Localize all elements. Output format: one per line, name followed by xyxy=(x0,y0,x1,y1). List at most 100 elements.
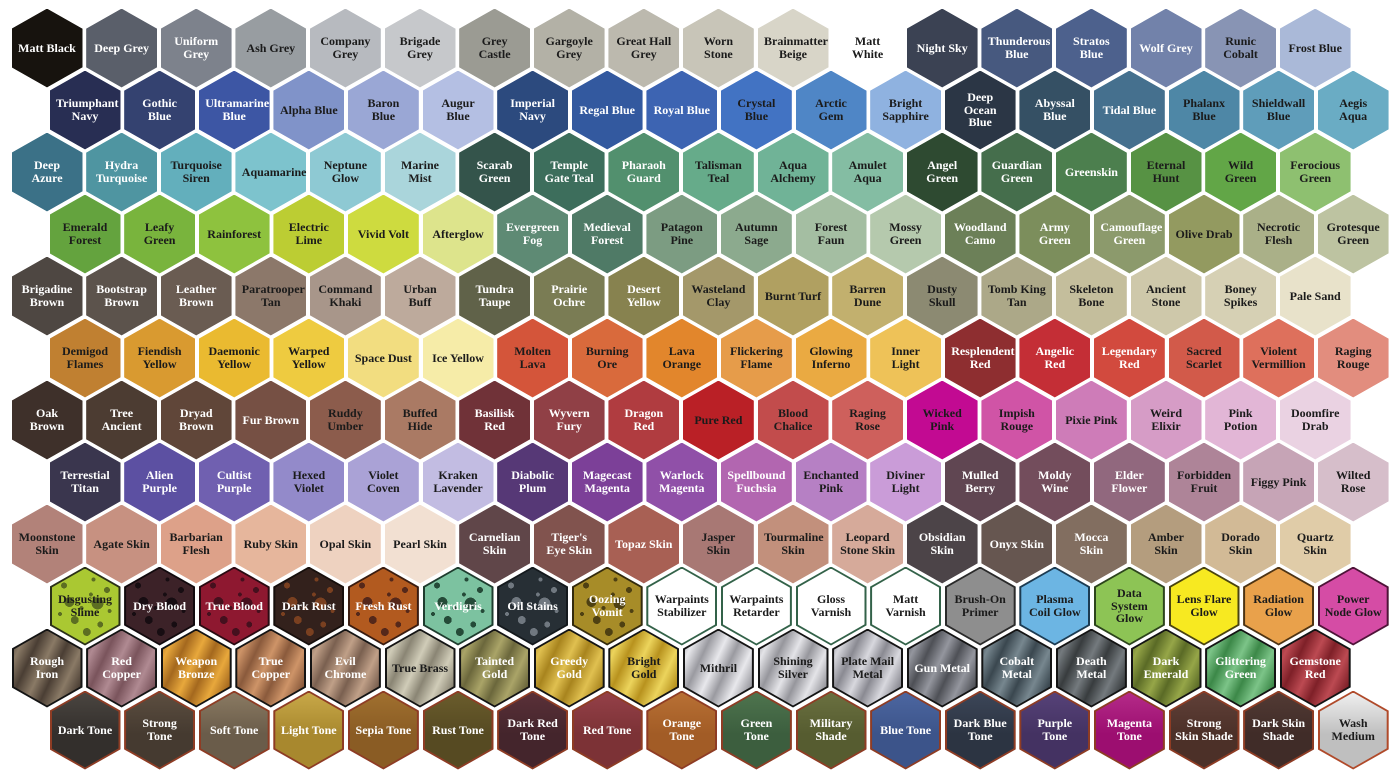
swatch-label: Tainted Gold xyxy=(475,654,515,681)
swatch-label: Ruddy Umber xyxy=(327,406,364,433)
swatch-necrotic-flesh: Necrotic Flesh xyxy=(1243,194,1315,274)
swatch-label: Ferocious Green xyxy=(1290,158,1341,185)
swatch-dark-blue-tone: Dark Blue Tone xyxy=(944,690,1016,770)
swatch-label: Doomfire Drab xyxy=(1290,406,1340,433)
swatch-pure-red: Pure Red xyxy=(682,380,754,460)
swatch-army-green: Army Green xyxy=(1019,194,1091,274)
swatch-molten-lava: Molten Lava xyxy=(497,318,569,398)
swatch-demigod-flames: Demigod Flames xyxy=(49,318,121,398)
swatch-ultramarine-blue: Ultramarine Blue xyxy=(198,70,270,150)
swatch-company-grey: Company Grey xyxy=(309,8,381,88)
swatch-label: Evergreen Fog xyxy=(506,220,560,247)
swatch-royal-blue: Royal Blue xyxy=(646,70,718,150)
swatch-inner-light: Inner Light xyxy=(870,318,942,398)
swatch-label: Aqua Alchemy xyxy=(770,158,816,185)
swatch-label: Ice Yellow xyxy=(432,350,484,365)
swatch-label: Mithril xyxy=(699,660,738,675)
swatch-label: Bright Sapphire xyxy=(882,96,929,123)
swatch-vivid-volt: Vivid Volt xyxy=(347,194,419,274)
swatch-burning-ore: Burning Ore xyxy=(571,318,643,398)
swatch-label: Basilisk Red xyxy=(474,406,515,433)
swatch-label: Worn Stone xyxy=(703,34,734,61)
swatch-label: Barbarian Flesh xyxy=(169,530,223,557)
swatch-label: Pixie Pink xyxy=(1065,412,1118,427)
swatch-label: Wyvern Fury xyxy=(548,406,590,433)
swatch-imperial-navy: Imperial Navy xyxy=(497,70,569,150)
swatch-label: Desert Yellow xyxy=(626,282,661,309)
swatch-desert-yellow: Desert Yellow xyxy=(608,256,680,336)
swatch-label: Glittering Green xyxy=(1215,654,1266,681)
swatch-wilted-rose: Wilted Rose xyxy=(1317,442,1389,522)
swatch-label: Brainmatter Beige xyxy=(764,34,828,61)
swatch-label: Blue Tone xyxy=(880,722,932,737)
swatch-grey-castle: Grey Castle xyxy=(459,8,531,88)
swatch-label: Burning Ore xyxy=(585,344,629,371)
swatch-green-tone: Green Tone xyxy=(720,690,792,770)
swatch-marine-mist: Marine Mist xyxy=(384,132,456,212)
swatch-olive-drab: Olive Drab xyxy=(1168,194,1240,274)
swatch-label: Ultramarine Blue xyxy=(205,96,270,123)
swatch-bootstrap-brown: Bootstrap Brown xyxy=(86,256,158,336)
swatch-label: Gemstone Red xyxy=(1289,654,1341,681)
swatch-label: Great Hall Grey xyxy=(616,34,672,61)
swatch-label: Demigod Flames xyxy=(62,344,108,371)
swatch-mulled-berry: Mulled Berry xyxy=(944,442,1016,522)
swatch-hydra-turquoise: Hydra Turquoise xyxy=(86,132,158,212)
swatch-label: Scarab Green xyxy=(476,158,513,185)
swatch-label: Lens Flare Glow xyxy=(1176,592,1232,619)
swatch-label: Tiger's Eye Skin xyxy=(546,530,593,557)
swatch-label: Rust Tone xyxy=(432,722,484,737)
swatch-lava-orange: Lava Orange xyxy=(646,318,718,398)
swatch-label: Ancient Stone xyxy=(1146,282,1186,309)
swatch-legendary-red: Legendary Red xyxy=(1093,318,1165,398)
swatch-label: Mulled Berry xyxy=(961,468,999,495)
swatch-label: Brigadine Brown xyxy=(21,282,73,309)
swatch-leafy-green: Leafy Green xyxy=(124,194,196,274)
swatch-label: Amulet Aqua xyxy=(848,158,887,185)
swatch-label: Red Tone xyxy=(583,722,632,737)
swatch-frost-blue: Frost Blue xyxy=(1279,8,1351,88)
swatch-rainforest: Rainforest xyxy=(198,194,270,274)
swatch-arctic-gem: Arctic Gem xyxy=(795,70,867,150)
swatch-label: Daemonic Yellow xyxy=(208,344,260,371)
swatch-patagon-pine: Patagon Pine xyxy=(646,194,718,274)
swatch-label: Dark Blue Tone xyxy=(953,716,1007,743)
swatch-grotesque-green: Grotesque Green xyxy=(1317,194,1389,274)
swatch-agate-skin: Agate Skin xyxy=(86,504,158,584)
swatch-resplendent-red: Resplendent Red xyxy=(944,318,1016,398)
swatch-deep-azure: Deep Azure xyxy=(11,132,83,212)
swatch-spellbound-fuchsia: Spellbound Fuchsia xyxy=(720,442,792,522)
swatch-fiendish-yellow: Fiendish Yellow xyxy=(124,318,196,398)
swatch-leopard-stone-skin: Leopard Stone Skin xyxy=(832,504,904,584)
swatch-label: Death Metal xyxy=(1076,654,1107,681)
swatch-oil-stains: Oil Stains xyxy=(497,566,569,646)
swatch-label: Army Green xyxy=(1038,220,1071,247)
swatch-boney-spikes: Boney Spikes xyxy=(1205,256,1277,336)
swatch-deep-grey: Deep Grey xyxy=(86,8,158,88)
swatch-label: Pearl Skin xyxy=(393,536,447,551)
swatch-label: Dark Rust xyxy=(281,598,336,613)
swatch-label: Barren Dune xyxy=(849,282,886,309)
swatch-label: Wilted Rose xyxy=(1335,468,1371,495)
swatch-magecast-magenta: Magecast Magenta xyxy=(571,442,643,522)
swatch-label: Pale Sand xyxy=(1289,288,1341,303)
swatch-label: Gothic Blue xyxy=(142,96,177,123)
swatch-forest-faun: Forest Faun xyxy=(795,194,867,274)
swatch-label: Legendary Red xyxy=(1101,344,1158,371)
swatch-label: Military Shade xyxy=(809,716,853,743)
swatch-label: Dark Red Tone xyxy=(507,716,558,743)
swatch-label: Alien Purple xyxy=(142,468,177,495)
swatch-label: Opal Skin xyxy=(319,536,372,551)
swatch-shieldwall-blue: Shieldwall Blue xyxy=(1243,70,1315,150)
swatch-abyssal-blue: Abyssal Blue xyxy=(1019,70,1091,150)
swatch-label: Molten Lava xyxy=(514,344,551,371)
swatch-label: Dragon Red xyxy=(624,406,664,433)
swatch-label: Electric Lime xyxy=(288,220,329,247)
swatch-pearl-skin: Pearl Skin xyxy=(384,504,456,584)
swatch-aquamarine: Aquamarine xyxy=(235,132,307,212)
swatch-label: Grotesque Green xyxy=(1326,220,1380,247)
swatch-label: Triumphant Navy xyxy=(56,96,119,123)
swatch-label: Skeleton Bone xyxy=(1069,282,1114,309)
swatch-label: Arctic Gem xyxy=(815,96,847,123)
swatch-talisman-teal: Talisman Teal xyxy=(682,132,754,212)
